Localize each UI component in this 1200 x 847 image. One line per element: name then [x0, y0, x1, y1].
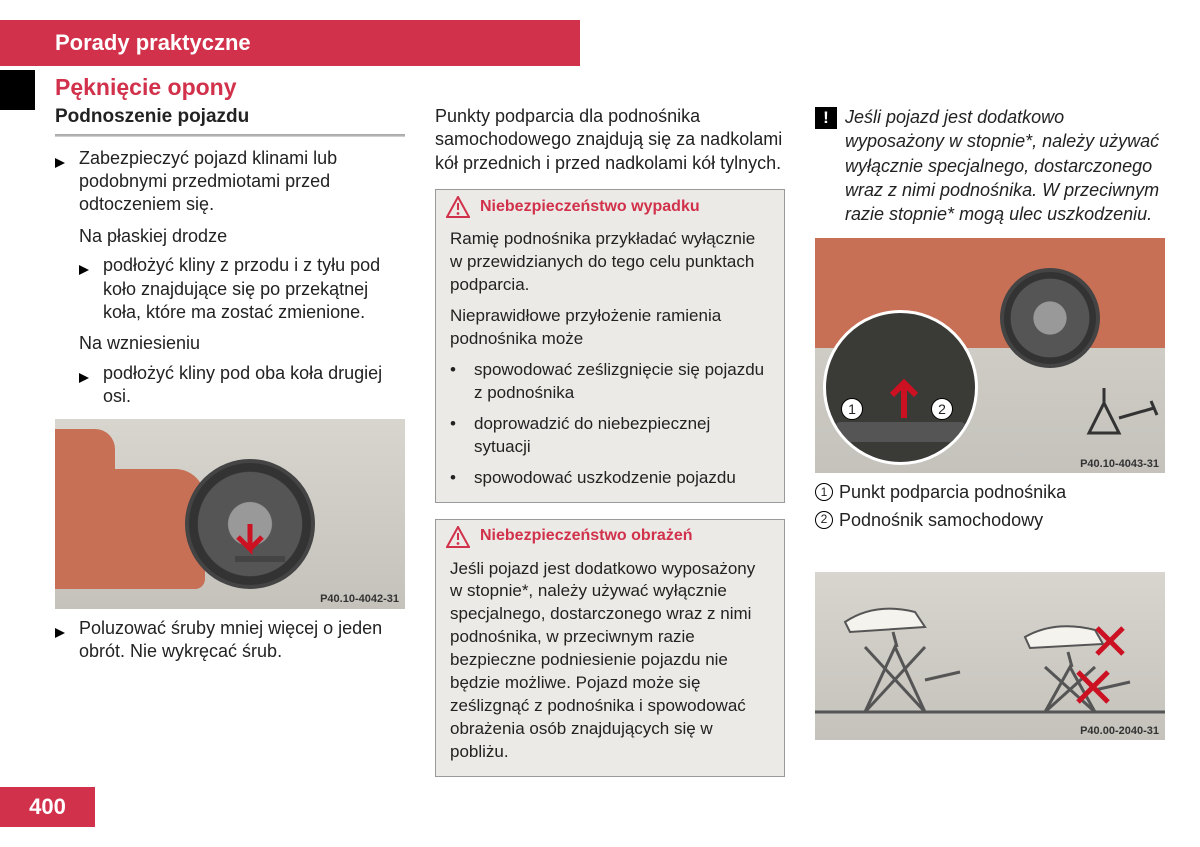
warning-text: Nieprawidłowe przyłożenie ramienia podno… [450, 305, 770, 351]
column-2: Punkty podparcia dla podnośnika samochod… [435, 105, 785, 793]
warning-box-injury: Niebezpieczeństwo obrażeń Jeśli pojazd j… [435, 519, 785, 777]
legend-text: Punkt podparcia podnośnika [839, 481, 1066, 504]
legend-number-2: 2 [815, 511, 833, 529]
figure-2-jack-point: 1 2 P40.10-4043-31 [815, 238, 1165, 473]
warning-text: Ramię podnośnika przykładać wyłącznie w … [450, 228, 770, 297]
warning-title: Niebezpieczeństwo wypadku [480, 197, 700, 218]
bullet-text: podłożyć kliny pod oba koła drugiej osi. [103, 362, 405, 409]
section-tab [0, 70, 35, 110]
list-item: Zabezpieczyć pojazd klinami lub podobnym… [55, 147, 405, 217]
figure-1-wheel: P40.10-4042-31 [55, 419, 405, 609]
legend-text: Podnośnik samochodowy [839, 509, 1043, 532]
warning-triangle-icon [446, 526, 470, 548]
list-item: •spowodować ześlizgnięcie się pojazdu z … [450, 359, 770, 405]
figure-ref: P40.00-2040-31 [1080, 724, 1159, 738]
bullet-text: Zabezpieczyć pojazd klinami lub podobnym… [79, 147, 405, 217]
subheading: Podnoszenie pojazdu [55, 105, 405, 130]
content-columns: Podnoszenie pojazdu Zabezpieczyć pojazd … [55, 105, 1170, 793]
list-item: •doprowadzić do niebezpiecznej sytuacji [450, 413, 770, 459]
warning-triangle-icon [446, 196, 470, 218]
figure-3-correct-wrong: P40.00-2040-31 [815, 572, 1165, 740]
column-3: ! Jeśli pojazd jest dodatkowo wyposażony… [815, 105, 1165, 793]
bullet-arrow-icon [79, 362, 103, 409]
notice-text: Jeśli pojazd jest dodatkowo wyposażony w… [845, 105, 1165, 226]
chapter-title: Porady praktyczne [55, 29, 251, 58]
sub-label: Na płaskiej drodze [79, 225, 405, 248]
legend-number-1: 1 [815, 483, 833, 501]
chapter-header: Porady praktyczne [0, 20, 580, 66]
bullet-arrow-icon [79, 254, 103, 324]
legend-item: 2 Podnośnik samochodowy [815, 509, 1165, 532]
hr [55, 134, 405, 137]
list-item: podłożyć kliny z przodu i z tyłu pod koł… [79, 254, 405, 324]
notice-icon: ! [815, 107, 837, 129]
warning-box-accident: Niebezpieczeństwo wypadku Ramię podnośni… [435, 189, 785, 502]
section-title: Pęknięcie opony [55, 73, 237, 103]
bullet-text: podłożyć kliny z przodu i z tyłu pod koł… [103, 254, 405, 324]
warning-title: Niebezpieczeństwo obrażeń [480, 526, 693, 547]
bullet-text: Poluzować śruby mniej więcej o jeden obr… [79, 617, 405, 664]
list-item: •spowodować uszkodzenie pojazdu [450, 467, 770, 490]
bullet-arrow-icon [55, 147, 79, 217]
warning-text: Jeśli pojazd jest dodatkowo wyposażony w… [450, 558, 770, 764]
notice-box: ! Jeśli pojazd jest dodatkowo wyposażony… [815, 105, 1165, 226]
column-1: Podnoszenie pojazdu Zabezpieczyć pojazd … [55, 105, 405, 793]
list-item: Poluzować śruby mniej więcej o jeden obr… [55, 617, 405, 664]
page-number: 400 [0, 787, 95, 827]
figure-ref: P40.10-4042-31 [320, 592, 399, 606]
figure-ref: P40.10-4043-31 [1080, 457, 1159, 471]
list-item: podłożyć kliny pod oba koła drugiej osi. [79, 362, 405, 409]
intro-text: Punkty podparcia dla podnośnika samochod… [435, 105, 785, 175]
legend-item: 1 Punkt podparcia podnośnika [815, 481, 1165, 504]
sub-label: Na wzniesieniu [79, 332, 405, 355]
bullet-arrow-icon [55, 617, 79, 664]
